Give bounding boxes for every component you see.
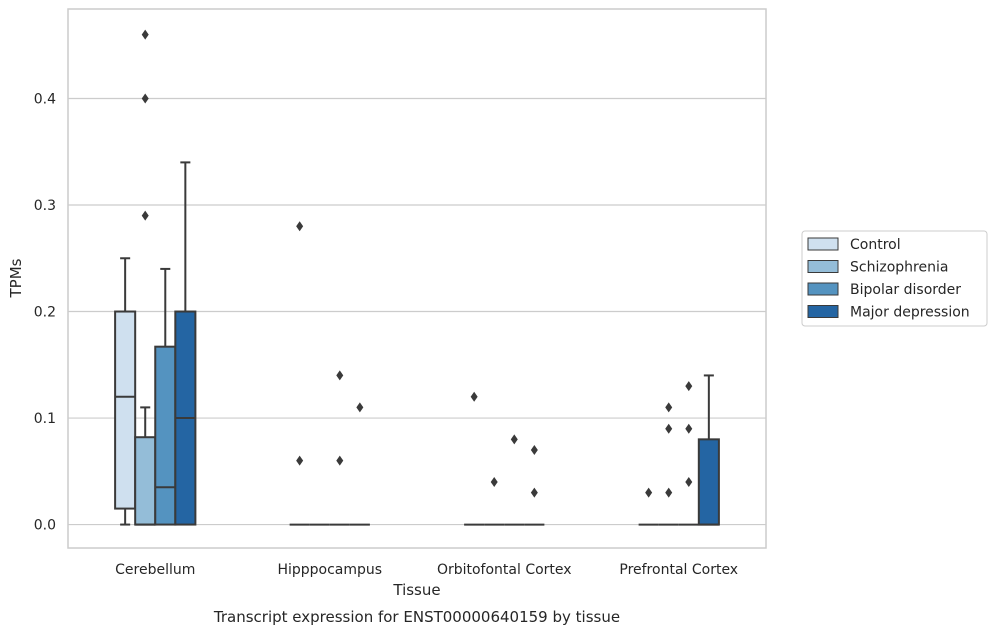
x-tick-labels: Cerebellum Hipppocampus Orbitofontal Corte…: [115, 562, 738, 578]
x-tick-label: Hipppocampus: [277, 562, 382, 578]
outlier-point: [685, 423, 693, 434]
box-group: [134, 29, 157, 526]
box-group: [464, 391, 485, 526]
box-group: [504, 434, 525, 526]
legend-swatch: [807, 260, 839, 273]
box-group: [678, 381, 699, 526]
legend-swatch: [807, 282, 839, 296]
outlier-point: [336, 370, 344, 381]
y-tick-label: 0.4: [34, 91, 56, 107]
box: [134, 436, 157, 526]
box-group: [114, 257, 137, 526]
plot-frame: [67, 8, 767, 549]
legend-label: Schizophrenia: [850, 260, 948, 276]
box-group: [697, 374, 720, 526]
box-group: [289, 221, 310, 526]
outlier-point: [685, 476, 693, 487]
outlier-point: [296, 455, 304, 466]
legend-swatch: [807, 305, 839, 318]
box-group: [638, 487, 659, 526]
x-tick-label: Prefrontal Cortex: [619, 562, 738, 578]
outlier-point: [490, 476, 498, 487]
outlier-point: [510, 434, 518, 445]
box-group: [329, 370, 350, 526]
legend: Control Schizophrenia Bipolar disorder Majo…: [801, 230, 988, 327]
y-tick-labels: 0.0 0.1 0.2 0.3 0.4: [34, 91, 56, 533]
legend-label: Bipolar disorder: [850, 282, 961, 298]
outlier-point: [530, 445, 538, 455]
box-group: [484, 476, 505, 526]
legend-items: Control Schizophrenia Bipolar disorder Majo…: [807, 237, 970, 321]
outlier-point: [141, 93, 149, 104]
outlier-point: [141, 210, 149, 221]
outlier-point: [141, 29, 149, 40]
outlier-point: [665, 402, 673, 413]
box-group: [154, 267, 177, 526]
outlier-point: [665, 487, 673, 498]
outlier-point: [685, 381, 693, 392]
box: [114, 310, 137, 510]
y-axis-label: TPMs: [7, 258, 25, 298]
legend-label: Control: [850, 237, 901, 253]
box-group: [174, 161, 197, 526]
box-group: [524, 445, 545, 526]
box-group: [658, 402, 679, 526]
legend-label: Major depression: [850, 305, 970, 321]
outlier-point: [470, 391, 478, 402]
outlier-point: [296, 221, 304, 232]
outlier-point: [645, 487, 653, 498]
y-tick-label: 0.3: [34, 198, 56, 214]
box: [154, 345, 177, 526]
x-axis-label: Tissue: [392, 581, 440, 599]
y-tick-label: 0.0: [34, 518, 56, 534]
outlier-point: [530, 487, 538, 498]
box: [697, 438, 720, 526]
outlier-point: [665, 423, 673, 434]
box-group: [349, 402, 370, 526]
legend-frame: [801, 230, 988, 327]
figure-caption: Transcript expression for ENST0000064015…: [213, 608, 620, 626]
y-tick-label: 0.2: [34, 305, 56, 321]
legend-swatch: [807, 237, 839, 251]
x-tick-label: Cerebellum: [115, 562, 195, 578]
y-tick-label: 0.1: [34, 411, 56, 427]
outlier-point: [336, 455, 344, 466]
box-layer: [114, 29, 720, 526]
outlier-point: [356, 402, 364, 413]
x-tick-label: Orbitofontal Cortex: [437, 562, 572, 578]
